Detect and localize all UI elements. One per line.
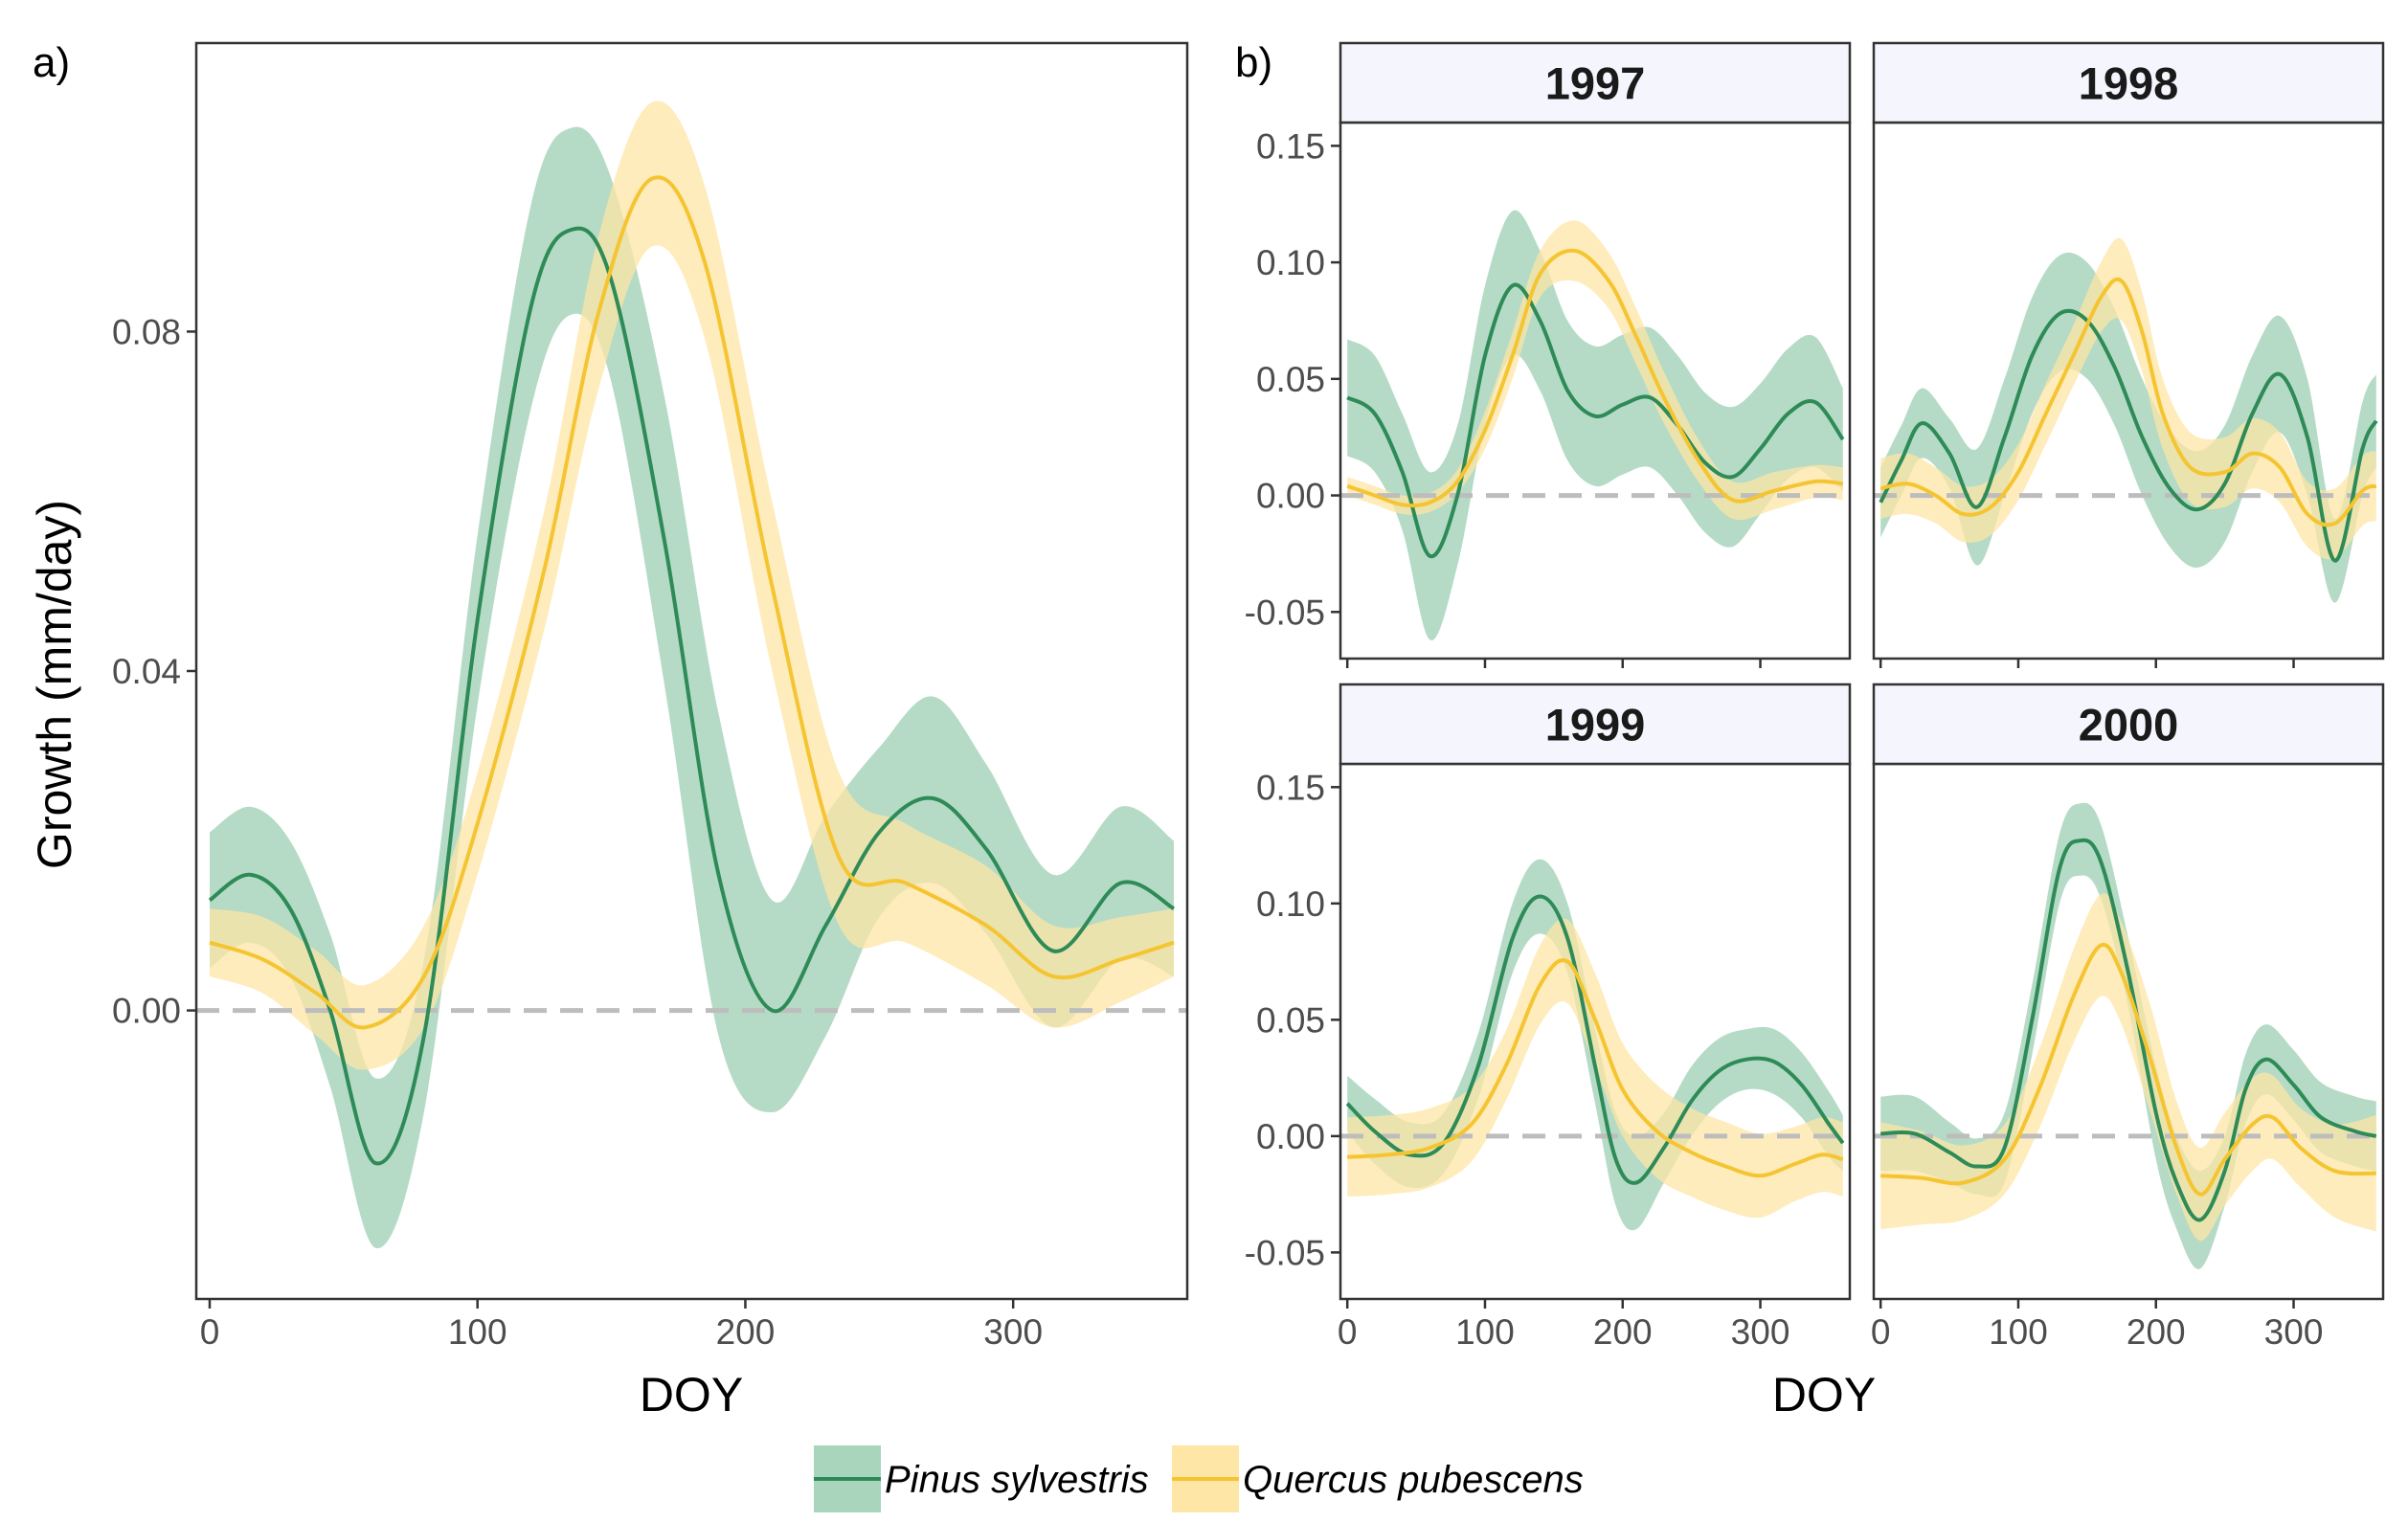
panel_1998-group: 1998 <box>1872 41 2385 668</box>
panel_1999-line-quercus <box>1347 958 1844 1178</box>
panel_2000-xtick-label: 200 <box>2127 1312 2186 1352</box>
panel_a-ytick-label: 0.04 <box>112 652 181 691</box>
panel_2000-ribbon-quercus <box>1880 893 2376 1242</box>
panel_a-ytick-label: 0.00 <box>112 992 181 1031</box>
panel_1997-ytick-label: 0.15 <box>1256 126 1325 166</box>
panel_2000-xtick-label: 100 <box>1989 1312 2048 1352</box>
panel_1997-strip-title: 1997 <box>1545 58 1646 109</box>
panel_1997-ribbon-pinus <box>1347 210 1843 641</box>
panel_2000-group: 0 100 200 300 2000 <box>1871 683 2385 1352</box>
panel_a-xtick-label: 100 <box>448 1312 507 1352</box>
panel_1999-ytick-label: 0.10 <box>1256 884 1325 924</box>
panel_1999-xtick-label: 200 <box>1593 1312 1653 1352</box>
panel_1997-plot-area <box>1340 210 1850 641</box>
panel_1999-plot-area <box>1340 859 1850 1231</box>
panel_1997-strip <box>1339 41 1852 124</box>
panel_1999-xtick-label: 300 <box>1731 1312 1790 1352</box>
legend: Pinus sylvestris Quercus pubescens <box>814 1445 1584 1512</box>
panel_1997-ribbon-quercus <box>1347 220 1843 521</box>
panel_a-plot-area <box>196 101 1187 1249</box>
panel_1999-ytick-label: 0.15 <box>1256 768 1325 807</box>
panel_a-line-pinus <box>208 226 1176 1166</box>
panel_1999-ytick-label: 0.00 <box>1256 1117 1325 1156</box>
panel_a-ribbon-quercus <box>210 101 1174 1070</box>
legend-label-pinus: Pinus sylvestris <box>885 1459 1149 1501</box>
panel_1999-ribbon-quercus <box>1347 918 1843 1219</box>
legend-label-quercus: Quercus pubescens <box>1243 1459 1584 1501</box>
panel_2000-strip <box>1872 683 2385 766</box>
panel_1997-line-pinus <box>1346 282 1845 558</box>
panel_1998-strip-title: 1998 <box>2079 58 2179 109</box>
panel_1998-line-pinus <box>1879 308 2378 563</box>
panel_1997-ytick-label: 0.05 <box>1256 360 1325 399</box>
panel_a-xtick-label: 300 <box>983 1312 1043 1352</box>
panel-a-x-axis-title: DOY <box>640 1368 743 1421</box>
panel-b-tag: b) <box>1235 39 1272 86</box>
panel_a-ytick-label: 0.08 <box>112 312 181 351</box>
panel_1999-group: -0.05 0.00 0.05 0.10 0.15 0 100 200 300 1999 <box>1245 683 1852 1352</box>
panel-a-chart: 0.00 0.04 0.08 0 100 200 300 <box>112 41 1189 1352</box>
panel_1999-xtick-label: 100 <box>1455 1312 1515 1352</box>
panel_1997-ytick-label: -0.05 <box>1245 593 1325 632</box>
panel_1999-strip <box>1339 683 1852 766</box>
panel_1999-ytick-label: 0.05 <box>1256 1000 1325 1040</box>
panel_2000-xtick-label: 300 <box>2264 1312 2324 1352</box>
panel_1997-group: -0.05 0.00 0.05 0.10 0.15 1997 <box>1245 41 1852 668</box>
panel-a-tag: a) <box>33 39 70 86</box>
panel_1997-ytick-label: 0.00 <box>1256 477 1325 516</box>
panel_1999-ytick-label: -0.05 <box>1245 1233 1325 1272</box>
panel_a-xtick-label: 200 <box>716 1312 776 1352</box>
panel_1997-ytick-label: 0.10 <box>1256 243 1325 282</box>
panel_1997-line-quercus <box>1346 248 1844 508</box>
panel_a-xtick-label: 0 <box>200 1312 220 1352</box>
panel_2000-line-quercus <box>1880 942 2376 1197</box>
panel-b-facets: -0.05 0.00 0.05 0.10 0.15 1997 1998 -0.05 0.00 0.… <box>1245 41 2385 1352</box>
panel_1998-ribbon-pinus <box>1880 252 2376 603</box>
panel_2000-line-pinus <box>1880 838 2377 1222</box>
panel_1998-ribbon-quercus <box>1880 237 2376 560</box>
panel_2000-xtick-label: 0 <box>1871 1312 1891 1352</box>
panel_1999-line-pinus <box>1345 894 1845 1185</box>
panel_1999-xtick-label: 0 <box>1338 1312 1358 1352</box>
panel_a-line-quercus <box>209 175 1175 1030</box>
panel-b-x-axis-title: DOY <box>1772 1368 1876 1421</box>
panel_1999-strip-title: 1999 <box>1545 700 1646 750</box>
panel-a-y-axis-title: Growth (mm/day) <box>28 500 81 869</box>
panel_a-group: 0.00 0.04 0.08 0 100 200 300 <box>112 41 1189 1352</box>
panel_a-ribbon-pinus <box>210 126 1174 1249</box>
panel_2000-plot-area <box>1874 802 2383 1269</box>
panel_2000-strip-title: 2000 <box>2079 700 2179 750</box>
panel_1998-plot-area <box>1874 237 2383 603</box>
panel_1998-line-quercus <box>1879 277 2377 527</box>
panel_1998-strip <box>1872 41 2385 124</box>
